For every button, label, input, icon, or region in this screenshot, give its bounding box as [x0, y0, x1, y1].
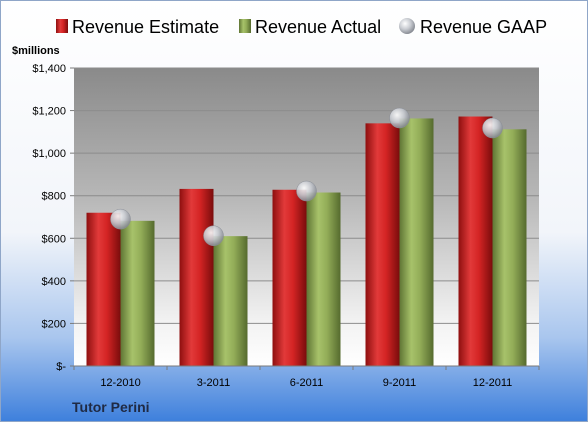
- y-tick-label: $1,400: [32, 63, 66, 75]
- unit-label: $millions: [12, 45, 60, 57]
- gaap-markers: [110, 107, 503, 246]
- legend: Revenue Estimate Revenue Actual Revenue …: [56, 17, 547, 37]
- y-tick-label: $800: [42, 191, 66, 203]
- legend-item-actual: Revenue Actual: [239, 17, 381, 37]
- x-tick-label: 3-2011: [197, 377, 230, 389]
- bar-revenue-actual: [306, 192, 341, 366]
- y-axis-ticks: $- $200 $400 $600 $800 $1,000 $1,200 $1,400: [32, 63, 74, 373]
- x-tick-label: 9-2011: [383, 377, 416, 389]
- legend-label-actual: Revenue Actual: [255, 17, 381, 37]
- bar-revenue-actual: [492, 129, 527, 366]
- bar-revenue-estimate: [365, 123, 400, 366]
- y-tick-label: $400: [42, 276, 66, 288]
- gaap-marker: [296, 180, 317, 202]
- bar-revenue-estimate: [458, 116, 493, 366]
- x-axis-ticks: 12-2010 3-2011 6-2011 9-2011 12-2011: [73, 366, 540, 389]
- company-label: Tutor Perini: [72, 399, 150, 415]
- y-tick-label: $200: [42, 318, 66, 330]
- bar-revenue-actual: [120, 220, 155, 366]
- legend-swatch-gaap: [399, 18, 415, 34]
- legend-item-estimate: Revenue Estimate: [56, 17, 219, 37]
- bar-revenue-actual: [213, 236, 248, 366]
- y-tick-label: $1,000: [32, 148, 66, 160]
- legend-swatch-estimate: [56, 19, 68, 33]
- x-tick-label: 12-2010: [100, 377, 140, 389]
- legend-label-estimate: Revenue Estimate: [72, 17, 219, 37]
- gaap-marker: [482, 117, 503, 139]
- gaap-marker: [389, 107, 410, 129]
- gaap-marker: [110, 208, 131, 230]
- gaap-marker: [203, 225, 224, 246]
- legend-swatch-actual: [239, 19, 251, 33]
- legend-label-gaap: Revenue GAAP: [420, 17, 547, 37]
- y-tick-label: $1,200: [32, 106, 66, 118]
- bar-revenue-estimate: [272, 189, 307, 366]
- bar-revenue-estimate: [179, 188, 214, 366]
- y-tick-label: $600: [42, 233, 66, 245]
- x-tick-label: 6-2011: [290, 377, 323, 389]
- bar-revenue-actual: [399, 118, 434, 366]
- bar-revenue-estimate: [86, 212, 121, 366]
- y-tick-label: $-: [56, 361, 66, 373]
- x-tick-label: 12-2011: [473, 377, 513, 389]
- bars: [86, 116, 527, 366]
- legend-item-gaap: Revenue GAAP: [399, 17, 547, 37]
